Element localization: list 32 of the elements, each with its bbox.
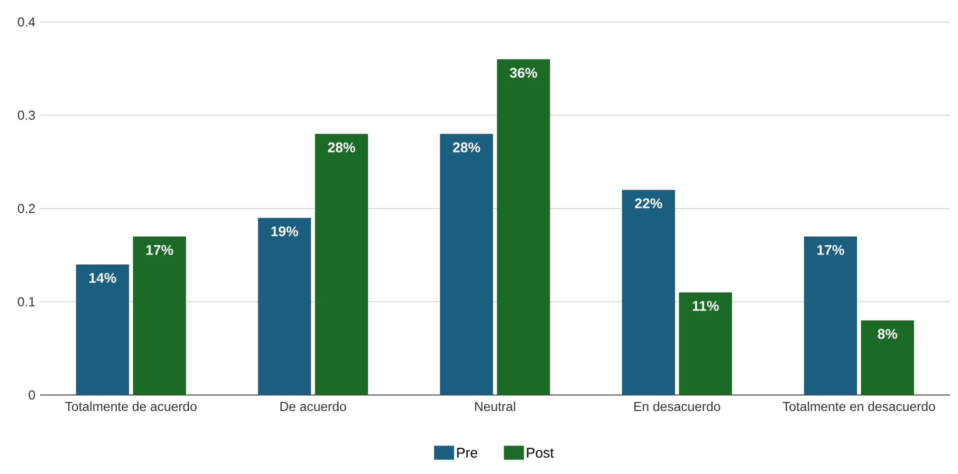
x-tick-label: En desacuerdo xyxy=(634,402,720,412)
bar xyxy=(133,236,186,395)
data-label: 8% xyxy=(878,328,898,339)
y-tick-label: 0.1 xyxy=(18,297,35,306)
bar xyxy=(258,218,312,395)
bar xyxy=(440,134,494,395)
x-tick-label: Neutral xyxy=(475,402,516,412)
data-label: 11% xyxy=(692,300,719,311)
bar xyxy=(861,320,914,395)
x-tick-label: Totalmente de acuerdo xyxy=(65,402,197,412)
bar xyxy=(679,292,732,395)
bar xyxy=(76,264,130,395)
y-tick-label: 0 xyxy=(28,390,35,400)
legend-label: Post xyxy=(527,448,554,458)
bar xyxy=(497,59,550,395)
bar xyxy=(804,236,858,395)
data-label: 22% xyxy=(634,198,662,208)
bar xyxy=(315,134,368,395)
x-tick-label: Totalmente en desacuerdo xyxy=(782,402,936,412)
y-tick-label: 0.2 xyxy=(18,204,35,214)
x-tick-label: De acuerdo xyxy=(280,402,346,412)
bar xyxy=(622,190,676,395)
data-label: 19% xyxy=(271,226,298,236)
y-tick-label: 0.4 xyxy=(18,17,36,27)
legend-label: Pre xyxy=(457,448,478,458)
data-label: 17% xyxy=(817,245,844,255)
data-label: 14% xyxy=(89,272,116,283)
data-label: 36% xyxy=(510,68,538,78)
y-tick-label: 0.3 xyxy=(18,110,35,120)
data-label: 28% xyxy=(328,142,356,152)
data-label: 17% xyxy=(146,245,174,255)
data-label: 28% xyxy=(452,142,480,152)
